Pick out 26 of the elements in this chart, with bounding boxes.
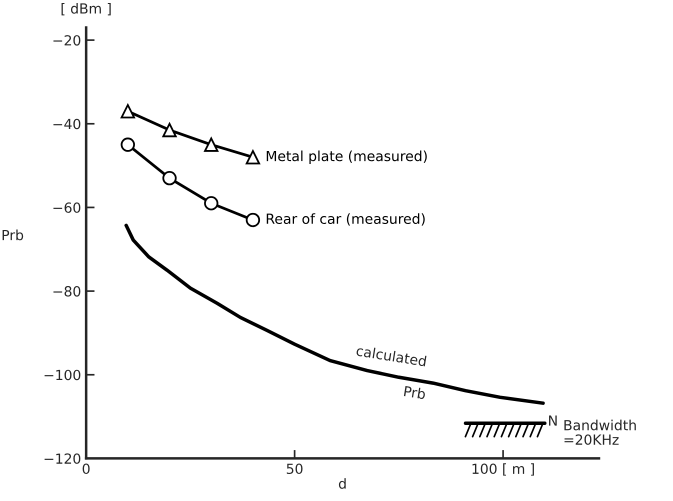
series-label: Metal plate (measured) xyxy=(266,150,427,164)
annotation: calculated xyxy=(356,345,426,367)
x-axis-title: d xyxy=(338,478,346,489)
point xyxy=(120,104,135,118)
point xyxy=(162,122,177,138)
y-tick-label: −80 xyxy=(53,286,80,297)
y-tick-label: −40 xyxy=(53,118,80,130)
annotation: Prb xyxy=(404,386,426,400)
x-tick-label: 50 xyxy=(286,464,303,474)
y-tick-label: −100 xyxy=(44,370,80,380)
point xyxy=(204,138,218,152)
x-tick-label: 0 xyxy=(82,464,90,474)
point xyxy=(120,138,135,152)
y-axis-title: Prb xyxy=(2,230,24,240)
annotation: Bandwidth =20KHz xyxy=(564,420,636,445)
text: [ dBm ] xyxy=(62,3,111,16)
y-tick-label: −60 xyxy=(53,202,80,213)
annotation: N xyxy=(549,416,557,426)
point xyxy=(204,196,218,210)
point xyxy=(162,170,177,186)
point xyxy=(246,150,260,164)
x-tick-label: 100 [ m ] xyxy=(472,463,534,476)
y-tick-label: −120 xyxy=(44,453,80,464)
series-label: Rear of car (measured) xyxy=(266,213,425,226)
y-tick-label: −20 xyxy=(53,35,80,46)
point xyxy=(246,212,260,228)
